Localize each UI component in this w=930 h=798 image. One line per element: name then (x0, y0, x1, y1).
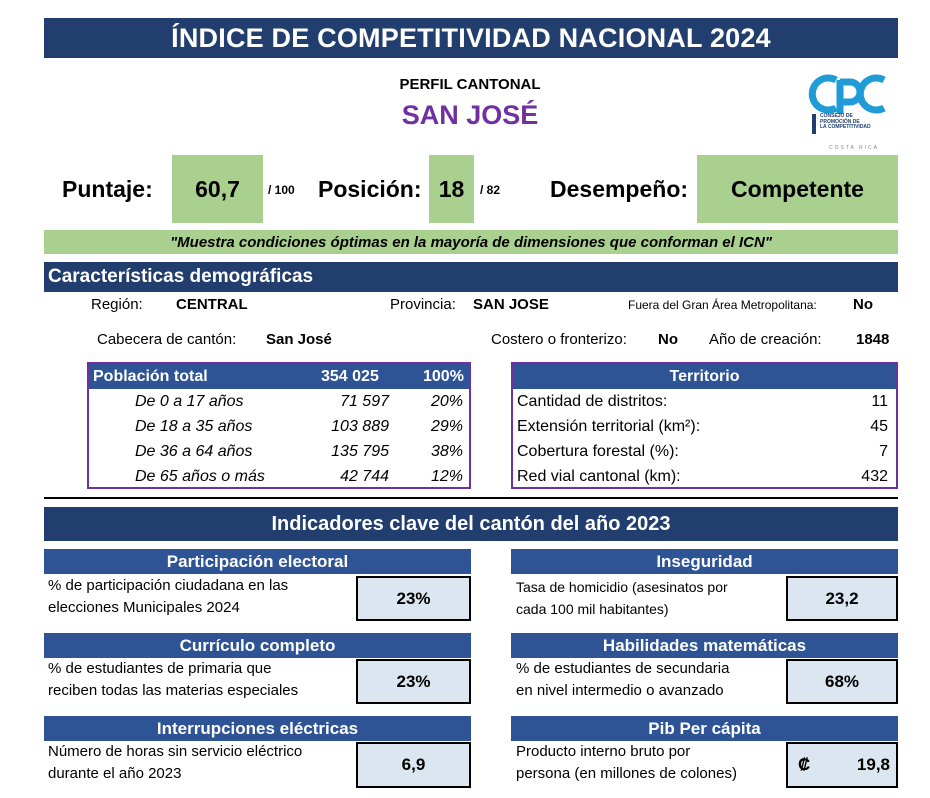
costero-value: No (658, 331, 678, 348)
matematicas-description: % de estudiantes de secundaria en nivel … (516, 658, 786, 702)
curriculo-description: % de estudiantes de primaria que reciben… (48, 658, 358, 702)
pib-value: 19,8 (856, 755, 890, 774)
electricas-value: 6,9 (356, 742, 471, 788)
participacion-desc-line2: elecciones Municipales 2024 (48, 599, 240, 616)
matematicas-desc-line1: % de estudiantes de secundaria (516, 660, 730, 677)
population-row-value: 135 795 (331, 443, 389, 460)
population-row-pct: 29% (430, 418, 463, 435)
electricas-description: Número de horas sin servicio eléctrico d… (48, 741, 358, 785)
population-row-pct: 12% (430, 468, 463, 485)
population-row-label: De 36 a 64 años (135, 443, 253, 460)
desempeno-label: Desempeño: (550, 176, 689, 202)
curriculo-value: 23% (356, 659, 471, 704)
territory-header: Territorio (513, 364, 896, 389)
population-row-value: 103 889 (331, 418, 389, 435)
population-row: De 65 años o más 42 744 12% (89, 468, 469, 488)
territory-row: Red vial cantonal (km): 432 (513, 468, 896, 488)
colon-currency-symbol: ₡ (798, 755, 811, 774)
population-row: De 0 a 17 años 71 597 20% (89, 393, 469, 418)
inseguridad-desc-line2: cada 100 mil habitantes) (516, 601, 669, 617)
pib-desc-line2: persona (en millones de colones) (516, 765, 737, 782)
performance-description: "Muestra condiciones óptimas en la mayor… (44, 230, 898, 254)
territory-row-label: Cobertura forestal (%): (517, 443, 679, 460)
participacion-description: % de participación ciudadana en las elec… (48, 575, 358, 619)
population-row-label: De 0 a 17 años (135, 393, 244, 410)
population-row: De 18 a 35 años 103 889 29% (89, 418, 469, 443)
profile-subtitle: PERFIL CANTONAL (399, 76, 541, 93)
participacion-desc-line1: % de participación ciudadana en las (48, 577, 289, 594)
pib-description: Producto interno bruto por persona (en m… (516, 741, 786, 785)
matematicas-value: 68% (786, 659, 898, 704)
gam-value: No (853, 296, 873, 313)
territory-row: Cobertura forestal (%): 7 (513, 443, 896, 468)
population-total-label: Población total (93, 368, 208, 385)
provincia-value: SAN JOSE (473, 296, 549, 313)
section-divider (44, 497, 898, 499)
population-total-pct: 100% (423, 368, 464, 385)
territory-table: Territorio Cantidad de distritos: 11 Ext… (511, 362, 898, 489)
pib-desc-line1: Producto interno bruto por (516, 743, 691, 760)
territory-row-value: 45 (870, 418, 888, 435)
logo-country: COSTA RICA (829, 145, 879, 151)
territory-row-value: 432 (861, 468, 888, 485)
logo-line-2: PROMOCIÓN DE (820, 118, 860, 125)
population-row: De 36 a 64 años 135 795 38% (89, 443, 469, 468)
desempeno-value: Competente (697, 155, 898, 223)
territory-row-value: 7 (879, 443, 888, 460)
population-row-pct: 38% (430, 443, 463, 460)
territory-row: Cantidad de distritos: 11 (513, 393, 896, 418)
population-total-value: 354 025 (321, 368, 379, 385)
report-title: ÍNDICE DE COMPETITIVIDAD NACIONAL 2024 (44, 18, 898, 58)
region-label: Región: (91, 296, 143, 313)
cabecera-value: San José (266, 331, 332, 348)
puntaje-max: / 100 (268, 183, 295, 197)
logo-line-1: CONSEJO DE (820, 113, 853, 119)
region-value: CENTRAL (176, 296, 248, 313)
inseguridad-description: Tasa de homicidio (asesinatos por cada 1… (516, 576, 786, 620)
curriculo-desc-line2: reciben todas las materias especiales (48, 682, 299, 699)
puntaje-value: 60,7 (172, 155, 263, 223)
population-table-header: Población total 354 025 100% (89, 364, 469, 389)
inseguridad-desc-line1: Tasa de homicidio (asesinatos por (516, 579, 728, 595)
posicion-max: / 82 (480, 183, 501, 197)
pib-value-box: ₡ 19,8 (786, 742, 898, 788)
provincia-label: Provincia: (390, 296, 456, 313)
territory-row: Extensión territorial (km²): 45 (513, 418, 896, 443)
population-row-label: De 18 a 35 años (135, 418, 253, 435)
inseguridad-title: Inseguridad (511, 549, 898, 574)
population-row-label: De 65 años o más (135, 468, 265, 485)
posicion-value: 18 (429, 155, 474, 223)
curriculo-desc-line1: % de estudiantes de primaria que (48, 660, 272, 677)
puntaje-label: Puntaje: (62, 176, 153, 202)
posicion-label: Posición: (318, 176, 422, 202)
population-row-value: 71 597 (340, 393, 389, 410)
electricas-title: Interrupciones eléctricas (44, 716, 471, 741)
territory-row-label: Cantidad de distritos: (517, 393, 668, 410)
creacion-label: Año de creación: (709, 331, 822, 348)
pib-title: Pib Per cápita (511, 716, 898, 741)
canton-name: SAN JOSÉ (401, 100, 539, 130)
costero-label: Costero o fronterizo: (491, 331, 627, 348)
territory-row-value: 11 (871, 393, 888, 410)
cabecera-label: Cabecera de cantón: (97, 331, 237, 348)
indicators-header: Indicadores clave del cantón del año 202… (44, 507, 898, 541)
matematicas-desc-line2: en nivel intermedio o avanzado (516, 682, 724, 699)
gam-label: Fuera del Gran Área Metropolitana: (628, 298, 817, 312)
matematicas-title: Habilidades matemáticas (511, 633, 898, 658)
curriculo-title: Currículo completo (44, 633, 471, 658)
cpc-logo: CONSEJO DE PROMOCIÓN DE LA COMPETITIVIDA… (806, 66, 896, 154)
electricas-desc-line1: Número de horas sin servicio eléctrico (48, 743, 303, 760)
territory-row-label: Red vial cantonal (km): (517, 468, 681, 485)
electricas-desc-line2: durante el año 2023 (48, 765, 182, 782)
population-row-pct: 20% (430, 393, 463, 410)
participacion-title: Participación electoral (44, 549, 471, 574)
creacion-value: 1848 (856, 331, 890, 348)
population-table: Población total 354 025 100% De 0 a 17 a… (87, 362, 471, 489)
inseguridad-value: 23,2 (786, 576, 898, 621)
demographics-header: Características demográficas (44, 262, 898, 292)
participacion-value: 23% (356, 576, 471, 621)
logo-line-3: LA COMPETITIVIDAD (820, 124, 871, 130)
territory-row-label: Extensión territorial (km²): (517, 418, 701, 435)
population-row-value: 42 744 (340, 468, 389, 485)
